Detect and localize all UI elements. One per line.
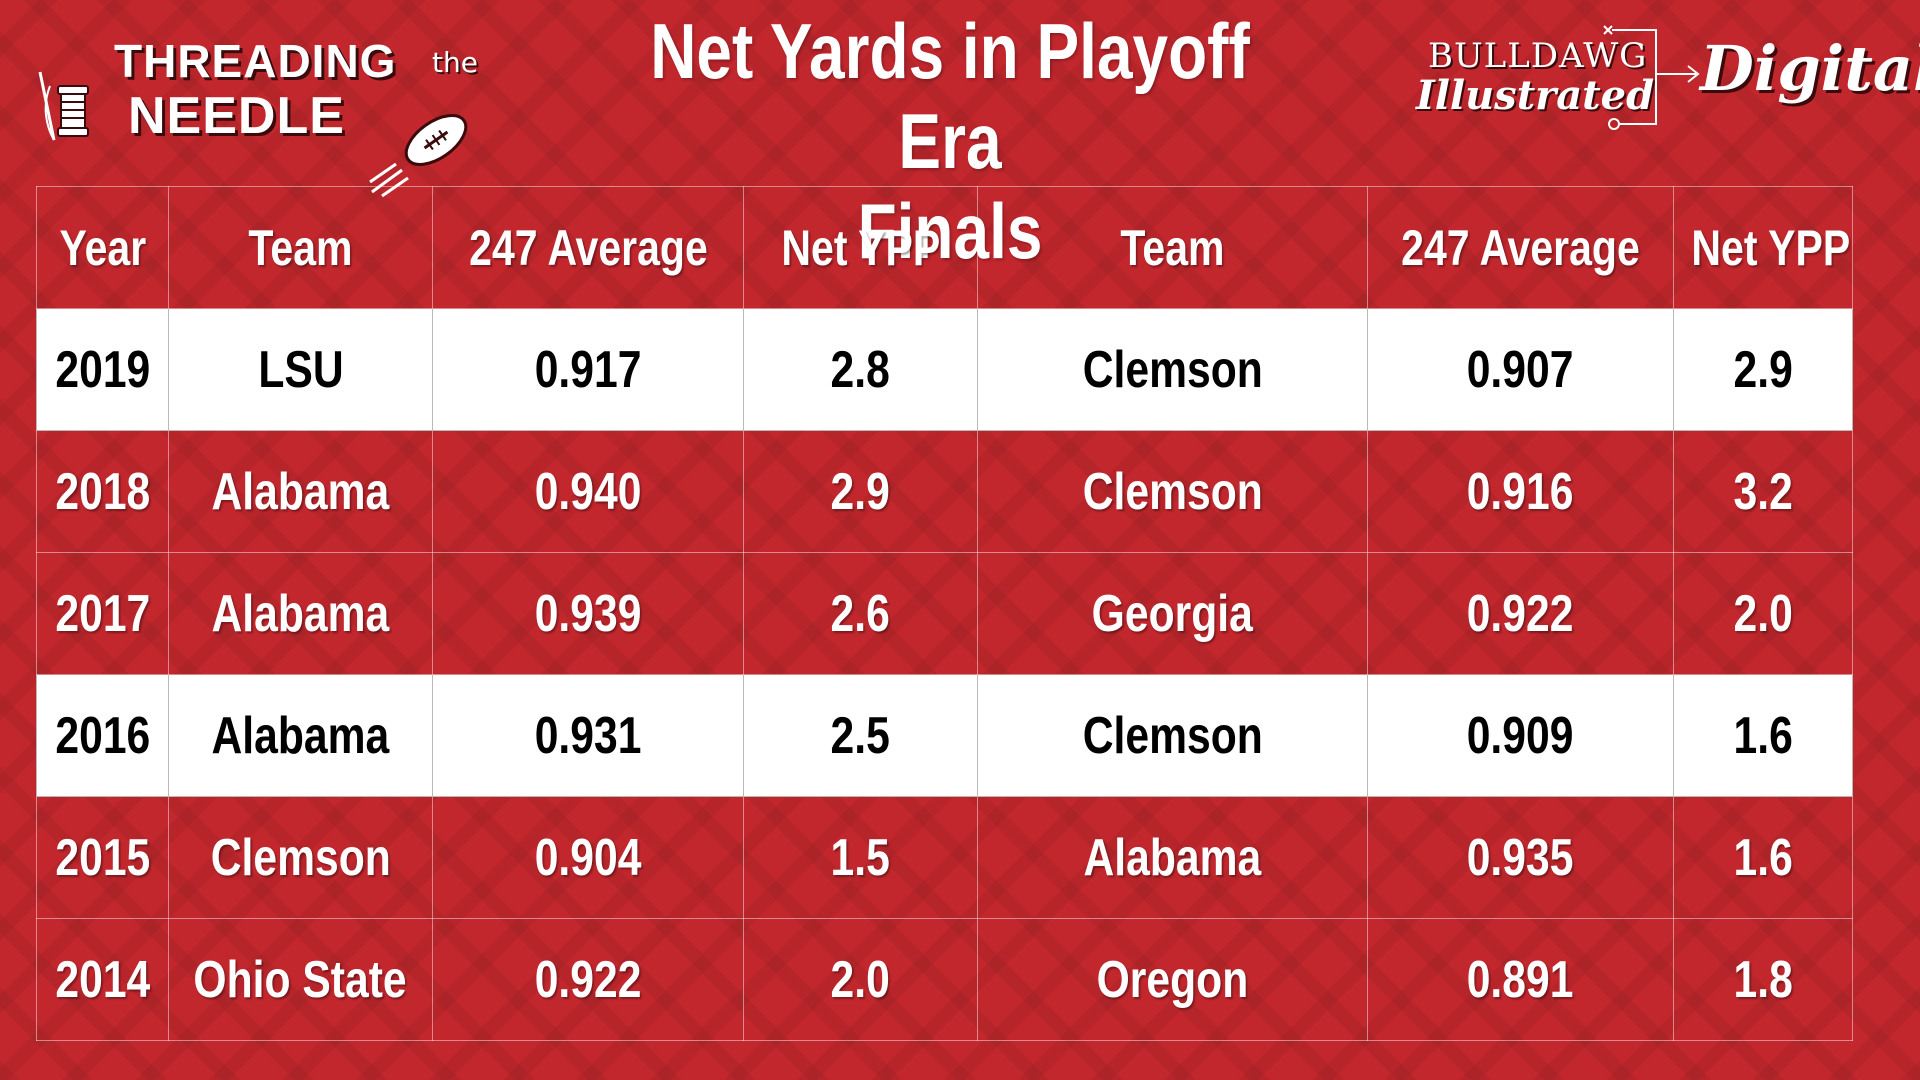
cell-net-ypp: 1.5	[743, 796, 978, 919]
cell-247-average: 0.922	[432, 918, 744, 1041]
table-row: 2016 Alabama 0.931 2.5 Clemson 0.909 1.6	[36, 674, 1853, 797]
cell-year: 2016	[36, 674, 169, 797]
cell-year: 2019	[36, 308, 169, 431]
cell-247-average: 0.904	[432, 796, 744, 919]
header-opponent-team: Team	[977, 186, 1368, 309]
football-icon	[369, 114, 468, 198]
cell-opponent-247-average: 0.922	[1367, 552, 1674, 675]
threading-the-needle-logo: THREADING the NEEDLE	[36, 30, 478, 198]
title-line-1: Net Yards in Playoff Era	[650, 7, 1250, 185]
table-row: 2018 Alabama 0.940 2.9 Clemson 0.916 3.2	[36, 430, 1853, 553]
cell-year: 2017	[36, 552, 169, 675]
cell-opponent-247-average: 0.891	[1367, 918, 1674, 1041]
cell-opponent-team: Georgia	[977, 552, 1368, 675]
cell-opponent-team: Alabama	[977, 796, 1368, 919]
cell-opponent-net-ypp: 1.6	[1673, 674, 1853, 797]
table-row: 2017 Alabama 0.939 2.6 Georgia 0.922 2.0	[36, 552, 1853, 675]
cell-opponent-net-ypp: 1.6	[1673, 796, 1853, 919]
logo-word-needle: NEEDLE	[128, 87, 345, 145]
cell-opponent-team: Oregon	[977, 918, 1368, 1041]
header-net-ypp: Net YPP	[743, 186, 978, 309]
logo-word-the: the	[432, 46, 478, 79]
header-team: Team	[168, 186, 433, 309]
cell-year: 2014	[36, 918, 169, 1041]
cell-247-average: 0.917	[432, 308, 744, 431]
header-opponent-247-average: 247 Average	[1367, 186, 1674, 309]
header-247-average: 247 Average	[432, 186, 744, 309]
cell-247-average: 0.940	[432, 430, 744, 553]
cell-team: LSU	[168, 308, 433, 431]
cell-opponent-net-ypp: 3.2	[1673, 430, 1853, 553]
bulldawg-illustrated-digital-logo: BULLDAWG Illustrated Digital	[1410, 20, 1920, 140]
playoff-finals-table: Year Team 247 Average Net YPP Team 247 A…	[36, 186, 1853, 1041]
cell-opponent-net-ypp: 1.8	[1673, 918, 1853, 1041]
cell-opponent-team: Clemson	[977, 430, 1368, 553]
brand-digital: Digital	[1700, 32, 1920, 105]
cell-net-ypp: 2.9	[743, 430, 978, 553]
play-diagram-arrow-icon	[1603, 25, 1700, 130]
cell-net-ypp: 2.0	[743, 918, 978, 1041]
cell-opponent-team: Clemson	[977, 308, 1368, 431]
header-opponent-net-ypp: Net YPP	[1673, 186, 1853, 309]
cell-team: Alabama	[168, 674, 433, 797]
cell-team: Ohio State	[168, 918, 433, 1041]
cell-247-average: 0.931	[432, 674, 744, 797]
table-header-row: Year Team 247 Average Net YPP Team 247 A…	[36, 186, 1853, 309]
logo-word-threading: THREADING	[114, 35, 397, 87]
cell-opponent-team: Clemson	[977, 674, 1368, 797]
cell-247-average: 0.939	[432, 552, 744, 675]
cell-team: Alabama	[168, 552, 433, 675]
cell-opponent-net-ypp: 2.0	[1673, 552, 1853, 675]
table-row: 2019 LSU 0.917 2.8 Clemson 0.907 2.9	[36, 308, 1853, 431]
brand-illustrated: Illustrated	[1416, 72, 1655, 119]
cell-net-ypp: 2.8	[743, 308, 978, 431]
spool-and-needle-icon	[38, 71, 89, 141]
table-row: 2014 Ohio State 0.922 2.0 Oregon 0.891 1.8	[36, 918, 1853, 1041]
cell-year: 2018	[36, 430, 169, 553]
cell-opponent-247-average: 0.935	[1367, 796, 1674, 919]
cell-opponent-247-average: 0.909	[1367, 674, 1674, 797]
cell-team: Alabama	[168, 430, 433, 553]
cell-opponent-net-ypp: 2.9	[1673, 308, 1853, 431]
table-row: 2015 Clemson 0.904 1.5 Alabama 0.935 1.6	[36, 796, 1853, 919]
cell-year: 2015	[36, 796, 169, 919]
cell-team: Clemson	[168, 796, 433, 919]
cell-opponent-247-average: 0.916	[1367, 430, 1674, 553]
cell-net-ypp: 2.5	[743, 674, 978, 797]
cell-net-ypp: 2.6	[743, 552, 978, 675]
brand-bulldawg: BULLDAWG	[1428, 36, 1648, 76]
header-year: Year	[36, 186, 169, 309]
cell-opponent-247-average: 0.907	[1367, 308, 1674, 431]
